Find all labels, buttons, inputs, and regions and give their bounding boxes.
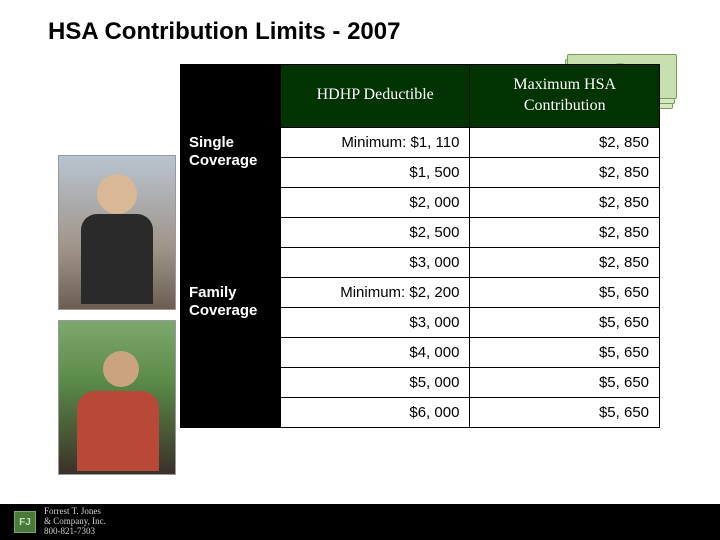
cell-deductible: $3, 000 [280,247,470,277]
cell-deductible: $5, 000 [280,367,470,397]
cell-deductible: $1, 500 [280,157,470,187]
cell-deductible: Minimum: $2, 200 [280,277,470,307]
cell-max: $5, 650 [470,337,660,367]
cell-deductible: $4, 000 [280,337,470,367]
cell-max: $2, 850 [470,247,660,277]
column-header-hdhp: HDHP Deductible [280,65,470,128]
column-header-max: Maximum HSA Contribution [470,65,660,128]
single-coverage-photo [58,155,176,310]
cell-max: $5, 650 [470,397,660,427]
footer-logo-icon: FJ [14,511,36,533]
family-coverage-photo [58,320,176,475]
footer-bar: FJ Forrest T. Jones & Company, Inc. 800-… [0,504,720,540]
contribution-table: HDHP Deductible Maximum HSA Contribution… [180,64,660,428]
cell-deductible: $2, 500 [280,217,470,247]
cell-max: $2, 850 [470,187,660,217]
cell-max: $2, 850 [470,127,660,157]
cell-deductible: Minimum: $1, 110 [280,127,470,157]
table-corner-blank [181,65,281,128]
cell-max: $2, 850 [470,217,660,247]
cell-deductible: $3, 000 [280,307,470,337]
cell-deductible: $6, 000 [280,397,470,427]
footer-company-text: Forrest T. Jones & Company, Inc. 800-821… [44,507,106,537]
cell-max: $5, 650 [470,277,660,307]
cell-max: $2, 850 [470,157,660,187]
cell-max: $5, 650 [470,307,660,337]
cell-max: $5, 650 [470,367,660,397]
row-label-single: Single Coverage [181,127,281,277]
slide-title: HSA Contribution Limits - 2007 [48,18,400,46]
row-label-family: Family Coverage [181,277,281,427]
cell-deductible: $2, 000 [280,187,470,217]
